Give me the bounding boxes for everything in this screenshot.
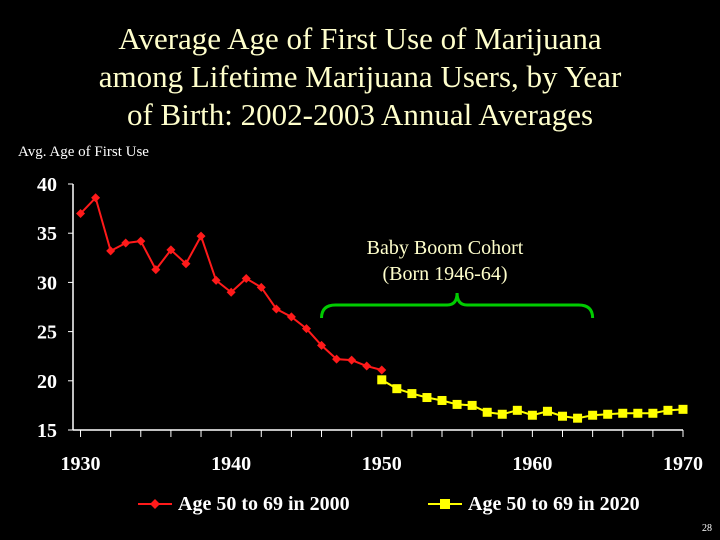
y-tick-label: 35: [37, 223, 57, 245]
data-point-series-1: [241, 273, 251, 283]
data-point-series-2: [437, 395, 447, 405]
data-point-series-1: [377, 365, 387, 375]
data-point-series-1: [347, 355, 357, 365]
data-point-series-2: [588, 410, 598, 420]
data-point-series-1: [121, 238, 131, 248]
data-point-series-1: [181, 259, 191, 269]
x-tick-label: 1940: [211, 453, 251, 475]
data-point-series-1: [256, 282, 266, 292]
callout-line-2: (Born 1946-64): [382, 263, 508, 285]
y-tick-label: 25: [37, 322, 57, 344]
data-point-series-2: [633, 408, 643, 418]
data-point-series-1: [286, 312, 296, 322]
data-point-series-2: [377, 375, 387, 385]
x-tick-label: 1950: [362, 453, 402, 475]
data-point-series-1: [166, 245, 176, 255]
data-point-series-1: [151, 265, 161, 275]
legend-swatch-series-1: [138, 499, 172, 509]
legend-item-series-1: Age 50 to 69 in 2000: [138, 492, 350, 516]
data-point-series-2: [663, 405, 673, 415]
legend-label-series-2: Age 50 to 69 in 2020: [468, 492, 640, 515]
y-axis-label: Avg. Age of First Use: [18, 144, 149, 160]
title-line-3: of Birth: 2002-2003 Annual Averages: [126, 97, 594, 132]
data-point-series-2: [573, 413, 583, 423]
title-line-2: among Lifetime Marijuana Users, by Year: [98, 59, 622, 94]
data-point-series-2: [678, 404, 688, 414]
data-point-series-1: [301, 324, 311, 334]
data-point-series-2: [542, 406, 552, 416]
data-point-series-1: [226, 287, 236, 297]
x-tick-label: 1970: [663, 453, 703, 475]
y-tick-label: 40: [37, 174, 57, 196]
data-point-series-1: [211, 275, 221, 285]
legend-swatch-series-2: [428, 499, 462, 509]
data-point-series-1: [76, 209, 86, 219]
data-point-series-1: [332, 354, 342, 364]
data-point-series-1: [196, 231, 206, 241]
data-point-series-1: [106, 246, 116, 256]
data-point-series-2: [422, 393, 432, 403]
data-point-series-2: [482, 407, 492, 417]
legend-label-series-1: Age 50 to 69 in 2000: [178, 492, 350, 515]
data-point-series-2: [512, 405, 522, 415]
title-line-1: Average Age of First Use of Marijuana: [118, 21, 602, 56]
data-point-series-1: [91, 193, 101, 203]
data-point-series-1: [136, 236, 146, 246]
data-point-series-2: [467, 400, 477, 410]
baby-boom-bracket: [320, 292, 595, 319]
slide-title: Average Age of First Use of Marijuana am…: [0, 20, 720, 134]
y-tick-label: 20: [37, 371, 57, 393]
data-point-series-1: [362, 361, 372, 371]
data-point-series-1: [271, 304, 281, 314]
legend-item-series-2: Age 50 to 69 in 2020: [428, 492, 640, 516]
data-point-series-2: [527, 410, 537, 420]
data-point-series-2: [497, 409, 507, 419]
baby-boom-callout: Baby Boom Cohort (Born 1946-64): [330, 235, 560, 287]
y-tick-label: 15: [37, 420, 57, 442]
callout-line-1: Baby Boom Cohort: [366, 237, 524, 259]
slide-number: 28: [702, 523, 712, 534]
data-point-series-2: [452, 399, 462, 409]
data-point-series-2: [603, 409, 613, 419]
y-tick-label: 30: [37, 272, 57, 294]
x-tick-label: 1930: [61, 453, 101, 475]
data-point-series-1: [317, 340, 327, 350]
x-tick-label: 1960: [512, 453, 552, 475]
data-point-series-2: [618, 408, 628, 418]
data-point-series-2: [407, 389, 417, 399]
data-point-series-2: [392, 384, 402, 394]
data-point-series-2: [558, 411, 568, 421]
data-point-series-2: [648, 408, 658, 418]
